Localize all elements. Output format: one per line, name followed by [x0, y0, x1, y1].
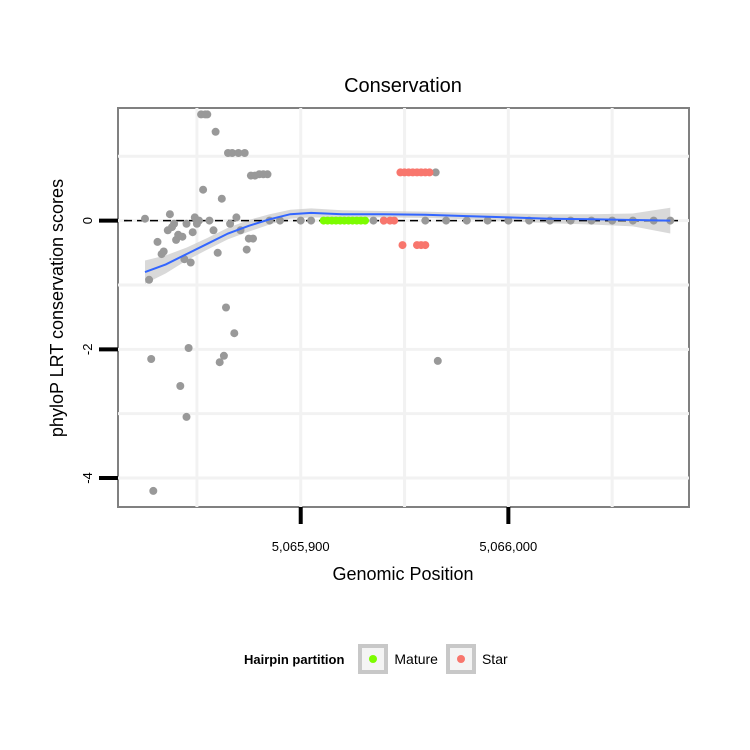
other-point: [217, 194, 226, 203]
confidence-band-area: [145, 207, 671, 284]
other-point: [442, 216, 451, 225]
other-point: [176, 382, 185, 390]
star-point: [425, 168, 434, 177]
y-axis: -4 -2 0: [80, 217, 118, 484]
star-dot-icon: [456, 655, 465, 663]
star-point: [398, 241, 407, 250]
star-point: [379, 216, 388, 225]
other-point: [240, 149, 249, 157]
star-point: [421, 241, 430, 250]
other-point: [232, 213, 241, 222]
chart-title: Conservation: [344, 75, 462, 97]
other-point: [165, 210, 174, 219]
legend-label-mature: Mature: [394, 651, 438, 667]
y-axis-label: phyloP LRT conservation scores: [47, 179, 67, 437]
other-point: [242, 245, 251, 254]
other-point: [566, 216, 575, 225]
other-point: [170, 219, 179, 228]
other-point: [195, 216, 203, 225]
other-point: [249, 234, 257, 243]
other-point: [276, 216, 284, 225]
other-point: [215, 358, 224, 367]
other-point: [188, 228, 197, 237]
other-point: [141, 214, 149, 223]
other-point: [184, 344, 193, 352]
other-point: [205, 216, 214, 225]
other-point: [213, 248, 222, 257]
other-point: [199, 185, 208, 194]
other-point: [178, 232, 187, 241]
legend-key-mature: [358, 644, 389, 674]
other-point: [431, 168, 440, 177]
other-point: [159, 247, 168, 256]
other-point: [203, 110, 212, 119]
star-point: [390, 216, 399, 225]
x-axis-label: Genomic Position: [332, 564, 473, 584]
other-point: [421, 216, 430, 225]
other-point: [369, 216, 378, 225]
other-point: [263, 170, 272, 179]
other-point: [433, 356, 442, 365]
y-tick-label: -2: [80, 344, 95, 356]
other-point: [219, 351, 228, 360]
other-point: [153, 237, 162, 246]
other-point: [230, 329, 239, 338]
other-point: [149, 486, 158, 495]
other-point: [226, 219, 235, 228]
other-point: [234, 149, 243, 157]
data-points: [141, 110, 675, 495]
x-tick-label: 5,066,000: [479, 539, 537, 554]
other-point: [147, 355, 156, 363]
mature-dot-icon: [369, 655, 378, 663]
mature-point: [361, 216, 370, 225]
y-tick-label: 0: [80, 217, 95, 224]
other-point: [186, 258, 195, 267]
legend-key-star: [445, 644, 476, 674]
smooth-line: [144, 211, 671, 274]
other-point: [587, 216, 596, 225]
other-point: [504, 216, 513, 225]
legend-title: Hairpin partition: [244, 651, 345, 667]
smooth-line-path: [144, 211, 671, 274]
other-point: [222, 303, 230, 312]
other-point: [182, 219, 191, 228]
other-point: [307, 216, 316, 225]
confidence-band: [145, 207, 671, 284]
legend: Hairpin partition Mature Star: [244, 641, 516, 677]
other-point: [462, 216, 471, 225]
legend-label-star: Star: [481, 651, 508, 667]
other-point: [145, 275, 154, 284]
other-point: [182, 412, 191, 421]
other-point: [228, 149, 237, 157]
other-point: [211, 127, 220, 136]
other-point: [209, 226, 218, 235]
other-point: [483, 216, 492, 225]
x-axis: 5,065,900 5,066,000: [272, 507, 537, 554]
x-tick-label: 5,065,900: [272, 539, 330, 554]
y-tick-label: -4: [80, 472, 95, 484]
other-point: [296, 216, 305, 225]
